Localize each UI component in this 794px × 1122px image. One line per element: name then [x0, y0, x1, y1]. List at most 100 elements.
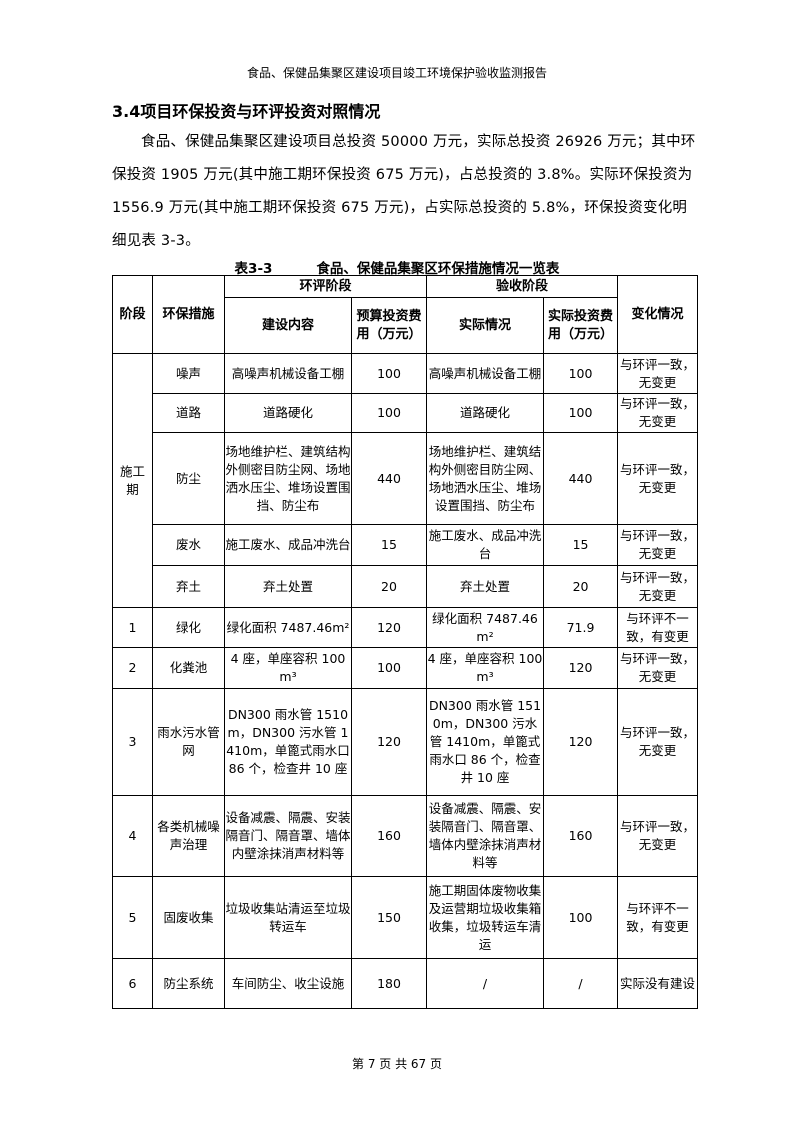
table-row: 6 防尘系统 车间防尘、收尘设施 180// 实际没有建设 [112, 958, 699, 1009]
cell-stage: 5 [112, 876, 153, 959]
table-row: 4 各类机械噪声治理 设备减震、隔震、安装隔音门、隔音罩、墙体内壁涂抹消声材料等 16… [112, 795, 699, 877]
cell-budget: 180 [350, 958, 428, 1009]
cell-budget: 20 [350, 565, 428, 608]
cell-stage: 6 [112, 958, 153, 1009]
cell-actual-cost: 440 [543, 432, 619, 525]
cell-change: 与环评不一致，有变更 [617, 607, 699, 648]
table-caption: 表3-3 食品、保健品集聚区环保措施情况一览表 [0, 257, 794, 277]
cell-actual: 道路硬化 [426, 393, 545, 433]
cell-budget: 150 [350, 876, 428, 959]
cell-measure: 废水 [152, 524, 225, 566]
table-row: 1 绿化 绿化面积 7487.46m² 120 绿化面积 7487.46m² 71.9 与环… [112, 607, 699, 648]
table-row: 施工期 噪声 高噪声机械设备工棚 100 高噪声机械设备工棚 100 与环评一致，无变更 [112, 353, 699, 608]
cell-actual: 施工期固体废物收集及运营期垃圾收集箱收集，垃圾转运车清运 [426, 876, 545, 959]
header-content: 建设内容 [224, 297, 352, 354]
cell-budget: 100 [350, 353, 428, 394]
cell-content: 施工废水、成品冲洗台 [224, 524, 352, 566]
cell-actual-cost: 160 [543, 795, 619, 877]
cell-content: DN300 雨水管 1510m，DN300 污水管 1410m，单篦式雨水口 8… [224, 688, 352, 796]
header-budget: 预算投资费用（万元） [350, 297, 428, 354]
section-title: 3.4项目环保投资与环评投资对照情况 [112, 102, 381, 121]
cell-measure: 化粪池 [152, 647, 225, 689]
cell-budget: 100 [350, 393, 428, 433]
cell-actual: 设备减震、隔震、安装隔音门、隔音罩、墙体内壁涂抹消声材料等 [426, 795, 545, 877]
cell-budget: 120 [350, 688, 428, 796]
cell-actual-cost: 15 [543, 524, 619, 566]
cell-budget: 440 [350, 432, 428, 525]
header-actual-cost: 实际投资费用（万元） [543, 297, 619, 354]
cell-budget: 120 [350, 607, 428, 648]
cell-change: 与环评一致，无变更 [617, 565, 699, 608]
table-row: 道路 道路硬化 100 道路硬化 100 与环评一致，无变更 [113, 393, 699, 433]
cell-content: 场地维护栏、建筑结构外侧密目防尘网、场地洒水压尘、堆场设置围挡、防尘布 [224, 432, 352, 525]
cell-change: 与环评一致，无变更 [617, 795, 699, 877]
cell-content: 4 座，单座容积 100m³ [224, 647, 352, 689]
cell-stage: 4 [112, 795, 153, 877]
header-acceptance-stage: 验收阶段 [426, 275, 619, 298]
cell-budget: 15 [350, 524, 428, 566]
cell-change: 与环评不一致，有变更 [617, 876, 699, 959]
cell-change: 与环评一致，无变更 [617, 353, 699, 394]
cell-actual-cost: 120 [543, 647, 619, 689]
cell-stage: 施工期 [112, 353, 153, 608]
page-footer: 第 7 页 共 67 页 [352, 1057, 442, 1071]
cell-actual: DN300 雨水管 1510m，DN300 污水管 1410m，单篦式雨水口 8… [426, 688, 545, 796]
cell-actual: 弃土处置 [426, 565, 545, 608]
cell-measure: 固废收集 [152, 876, 225, 959]
investment-table: 阶段 环保措施 环评阶段 验收阶段 变化情况 建设内容 预算投资费用（万元） 实… [112, 275, 699, 1009]
cell-actual: 4 座，单座容积 100m³ [426, 647, 545, 689]
body-paragraph: 食品、保健品集聚区建设项目总投资 50000 万元，实际总投资 26926 万元… [112, 134, 696, 249]
cell-actual-cost: 120 [543, 688, 619, 796]
cell-measure: 道路 [152, 393, 225, 433]
cell-actual-cost: 100 [543, 353, 619, 394]
cell-content: 垃圾收集站清运至垃圾转运车 [224, 876, 352, 959]
cell-actual-cost: 20 [543, 565, 619, 608]
table-row: 3 雨水污水管网 DN300 雨水管 1510m，DN300 污水管 1410m，单… [112, 688, 699, 796]
cell-stage: 3 [112, 688, 153, 796]
header-actual: 实际情况 [426, 297, 545, 354]
cell-actual: 施工废水、成品冲洗台 [426, 524, 545, 566]
cell-measure: 噪声 [152, 353, 225, 394]
cell-budget: 160 [350, 795, 428, 877]
cell-actual-cost: 71.9 [543, 607, 619, 648]
table-row: 2 化粪池 4 座，单座容积 100m³ 100 4 座，单座容积 100m³ 120 与环… [112, 647, 699, 689]
cell-measure: 防尘 [152, 432, 225, 525]
table-row: 弃土 弃土处置 20 弃土处置 20 与环评一致，无变更 [113, 565, 699, 608]
table-row: 废水 施工废水、成品冲洗台 15 施工废水、成品冲洗台 15 与环评一致，无变更 [113, 524, 699, 566]
cell-actual-cost: / [543, 958, 619, 1009]
table-title: 食品、保健品集聚区环保措施情况一览表 [316, 261, 560, 277]
cell-change: 与环评一致，无变更 [617, 393, 699, 433]
cell-measure: 防尘系统 [152, 958, 225, 1009]
cell-actual: 场地维护栏、建筑结构外侧密目防尘网、场地洒水压尘、堆场设置围挡、防尘布 [426, 432, 545, 525]
cell-actual-cost: 100 [543, 876, 619, 959]
cell-content: 弃土处置 [224, 565, 352, 608]
header-eia-stage: 环评阶段 [223, 275, 428, 298]
header-change: 变化情况 [617, 275, 699, 354]
cell-change: 与环评一致，无变更 [617, 432, 699, 525]
cell-actual: / [426, 958, 545, 1009]
cell-measure: 各类机械噪声治理 [152, 795, 225, 877]
cell-change: 实际没有建设 [617, 958, 699, 1009]
cell-measure: 弃土 [152, 565, 225, 608]
cell-measure: 雨水污水管网 [152, 688, 225, 796]
header-stage: 阶段 [112, 275, 153, 354]
running-header: 食品、保健品集聚区建设项目竣工环境保护验收监测报告 [246, 66, 547, 80]
cell-content: 车间防尘、收尘设施 [224, 958, 352, 1009]
cell-actual-cost: 100 [543, 393, 619, 433]
cell-stage: 1 [112, 607, 153, 648]
cell-stage: 2 [112, 647, 153, 689]
cell-content: 高噪声机械设备工棚 [224, 353, 352, 394]
cell-content: 设备减震、隔震、安装隔音门、隔音罩、墙体内壁涂抹消声材料等 [224, 795, 352, 877]
cell-actual: 高噪声机械设备工棚 [426, 353, 545, 394]
table-row: 防尘 场地维护栏、建筑结构外侧密目防尘网、场地洒水压尘、堆场设置围挡、防尘布 440… [113, 432, 699, 525]
cell-change: 与环评一致，无变更 [617, 688, 699, 796]
cell-budget: 100 [350, 647, 428, 689]
header-measure: 环保措施 [152, 275, 225, 354]
cell-content: 道路硬化 [224, 393, 352, 433]
table-row: 5 固废收集 垃圾收集站清运至垃圾转运车 150 施工期固体废物收集及运营期垃圾收集箱收… [112, 876, 699, 959]
table-number: 表3-3 [234, 261, 273, 277]
cell-measure: 绿化 [152, 607, 225, 648]
cell-actual: 绿化面积 7487.46m² [426, 607, 545, 648]
cell-change: 与环评一致，无变更 [617, 647, 699, 689]
cell-change: 与环评一致，无变更 [617, 524, 699, 566]
